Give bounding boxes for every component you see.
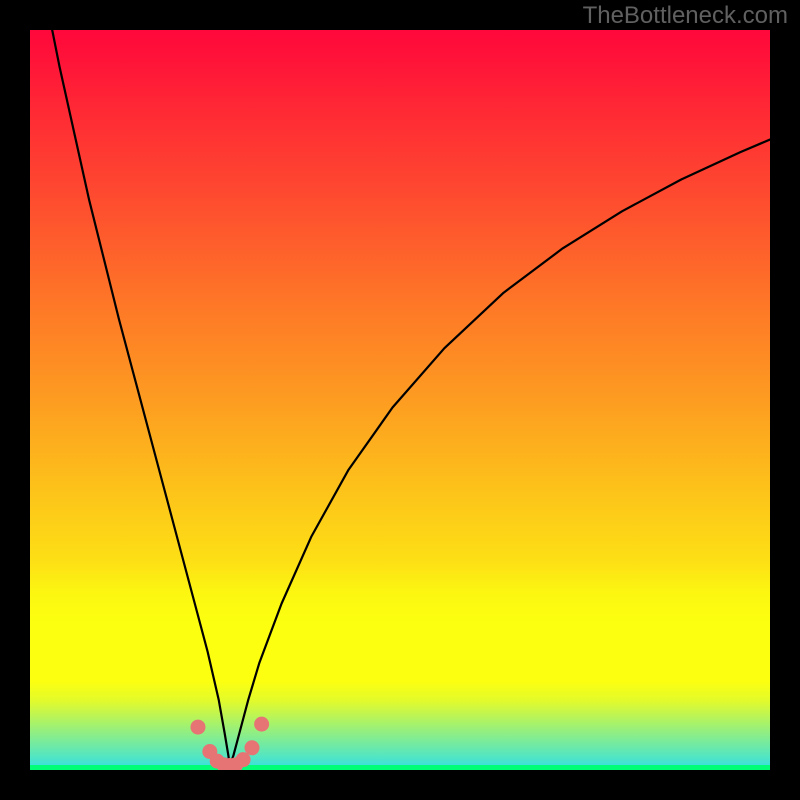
chart-frame: TheBottleneck.com <box>0 0 800 800</box>
marker-point <box>245 740 260 755</box>
bottleneck-curve-chart <box>30 30 770 770</box>
marker-point <box>190 720 205 735</box>
marker-point <box>236 752 251 767</box>
plot-area <box>30 30 770 770</box>
watermark-text: TheBottleneck.com <box>583 2 788 30</box>
bottom-green-band <box>30 765 770 770</box>
marker-point <box>254 717 269 732</box>
